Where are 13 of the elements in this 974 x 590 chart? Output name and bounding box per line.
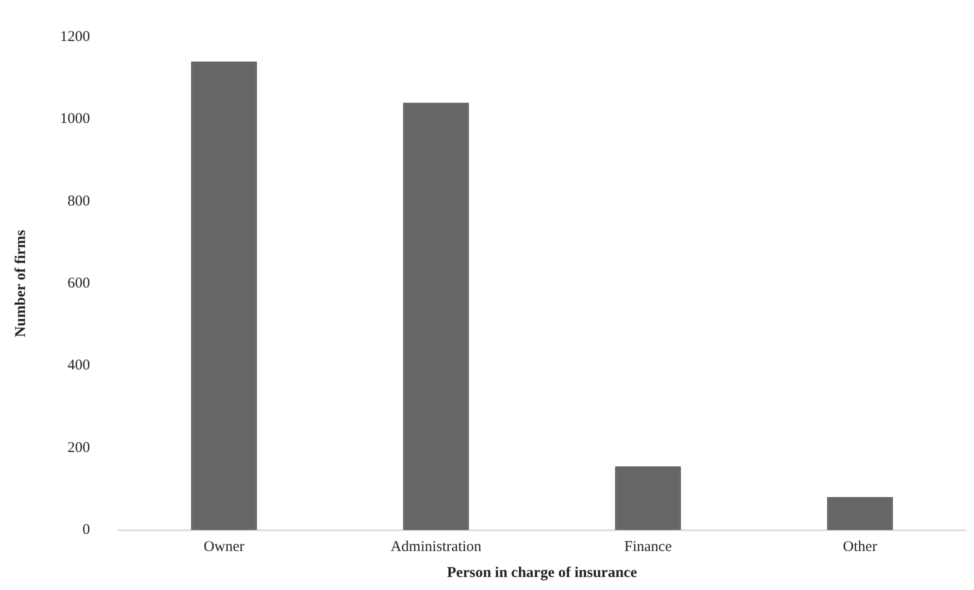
y-tick-label: 400	[68, 358, 90, 374]
y-tick-label: 800	[68, 193, 90, 210]
x-tick-label: Administration	[390, 538, 482, 555]
y-tick-label: 1200	[60, 28, 90, 45]
x-tick-label: Other	[842, 538, 878, 555]
y-tick-label: 200	[68, 440, 90, 456]
y-tick-label: 0	[82, 522, 90, 538]
y-tick-label: 600	[68, 275, 90, 292]
y-axis-title: Number of firms	[12, 230, 29, 338]
x-tick-label: Finance	[624, 538, 672, 555]
y-tick-label: 1000	[60, 111, 90, 128]
x-axis-title: Person in charge of insurance	[447, 564, 638, 581]
x-tick-label: Owner	[204, 538, 244, 555]
